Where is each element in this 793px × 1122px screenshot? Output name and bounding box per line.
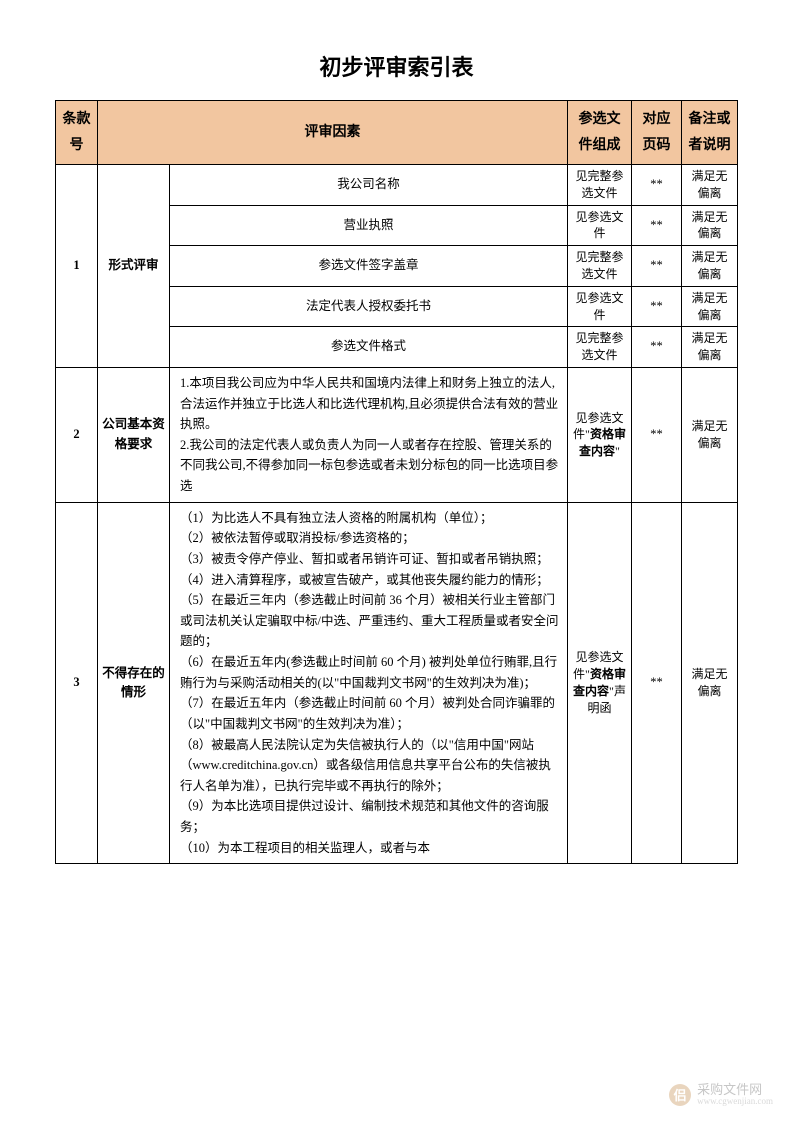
watermark-icon: 侣 bbox=[669, 1084, 691, 1106]
comp-cell: 见完整参选文件 bbox=[568, 165, 632, 206]
note-cell: 满足无偏离 bbox=[682, 367, 738, 502]
comp-cell: 见参选文件 bbox=[568, 205, 632, 246]
page-cell: ** bbox=[632, 165, 682, 206]
page-cell: ** bbox=[632, 367, 682, 502]
comp-cell: 见完整参选文件 bbox=[568, 327, 632, 368]
row-num: 1 bbox=[56, 165, 98, 368]
page-title: 初步评审索引表 bbox=[55, 50, 738, 82]
comp-cell: 见参选文件 bbox=[568, 286, 632, 327]
factor-cell: 参选文件格式 bbox=[170, 327, 568, 368]
comp-cell: 见参选文件"资格审查内容" bbox=[568, 367, 632, 502]
factor-cell: 营业执照 bbox=[170, 205, 568, 246]
desc-cell: （1）为比选人不具有独立法人资格的附属机构（单位）；（2）被依法暂停或取消投标/… bbox=[170, 502, 568, 864]
page-cell: ** bbox=[632, 205, 682, 246]
page-cell: ** bbox=[632, 327, 682, 368]
row-category: 形式评审 bbox=[98, 165, 170, 368]
comp-cell: 见参选文件"资格审查内容"声明函 bbox=[568, 502, 632, 864]
desc-cell: 1.本项目我公司应为中华人民共和国境内法律上和财务上独立的法人,合法运作并独立于… bbox=[170, 367, 568, 502]
row-num: 2 bbox=[56, 367, 98, 502]
note-cell: 满足无偏离 bbox=[682, 502, 738, 864]
note-cell: 满足无偏离 bbox=[682, 205, 738, 246]
comp-cell: 见完整参选文件 bbox=[568, 246, 632, 287]
factor-cell: 法定代表人授权委托书 bbox=[170, 286, 568, 327]
note-cell: 满足无偏离 bbox=[682, 165, 738, 206]
header-page: 对应页码 bbox=[632, 101, 682, 165]
page-cell: ** bbox=[632, 502, 682, 864]
page-cell: ** bbox=[632, 286, 682, 327]
header-note: 备注或者说明 bbox=[682, 101, 738, 165]
row-category: 公司基本资格要求 bbox=[98, 367, 170, 502]
table-header-row: 条款号 评审因素 参选文件组成 对应页码 备注或者说明 bbox=[56, 101, 738, 165]
header-factor: 评审因素 bbox=[98, 101, 568, 165]
table-row: 3 不得存在的情形 （1）为比选人不具有独立法人资格的附属机构（单位）；（2）被… bbox=[56, 502, 738, 864]
header-comp: 参选文件组成 bbox=[568, 101, 632, 165]
note-cell: 满足无偏离 bbox=[682, 246, 738, 287]
note-cell: 满足无偏离 bbox=[682, 327, 738, 368]
row-category: 不得存在的情形 bbox=[98, 502, 170, 864]
header-num: 条款号 bbox=[56, 101, 98, 165]
table-row: 2 公司基本资格要求 1.本项目我公司应为中华人民共和国境内法律上和财务上独立的… bbox=[56, 367, 738, 502]
watermark: 侣 采购文件网 www.cgwenjian.com bbox=[669, 1083, 773, 1107]
page-cell: ** bbox=[632, 246, 682, 287]
factor-cell: 我公司名称 bbox=[170, 165, 568, 206]
row-num: 3 bbox=[56, 502, 98, 864]
table-row: 1 形式评审 我公司名称 见完整参选文件 ** 满足无偏离 bbox=[56, 165, 738, 206]
watermark-text: 采购文件网 www.cgwenjian.com bbox=[697, 1083, 773, 1107]
review-index-table: 条款号 评审因素 参选文件组成 对应页码 备注或者说明 1 形式评审 我公司名称… bbox=[55, 100, 738, 864]
factor-cell: 参选文件签字盖章 bbox=[170, 246, 568, 287]
note-cell: 满足无偏离 bbox=[682, 286, 738, 327]
